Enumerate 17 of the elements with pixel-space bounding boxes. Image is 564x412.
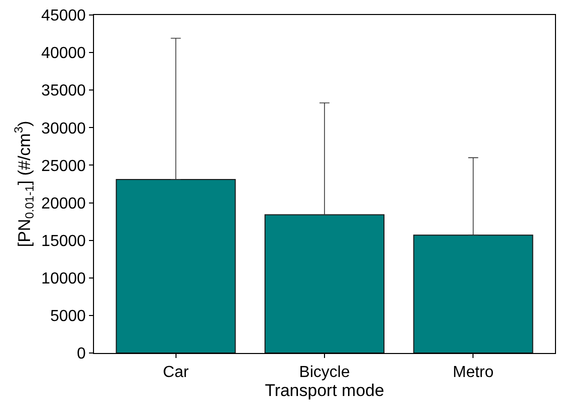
y-tick-label: 30000 (41, 120, 86, 138)
y-tick-label: 20000 (41, 195, 86, 212)
y-tick-label: 5000 (50, 308, 86, 326)
bar (413, 234, 534, 353)
y-tick-label: 0 (76, 346, 86, 363)
x-tick-label: Metro (452, 364, 494, 382)
y-tick-label: 15000 (41, 232, 86, 250)
y-tick-label: 10000 (41, 270, 86, 288)
bar (264, 214, 384, 353)
y-tick-label: 40000 (41, 45, 86, 62)
x-axis-title: Transport mode (264, 381, 384, 400)
x-tick-label: Car (162, 364, 190, 382)
y-tick-label: 45000 (41, 8, 86, 25)
x-tick-label: Bicycle (299, 364, 350, 382)
y-tick-label: 35000 (41, 82, 86, 100)
y-tick-label: 25000 (41, 158, 86, 175)
bar (116, 178, 236, 353)
